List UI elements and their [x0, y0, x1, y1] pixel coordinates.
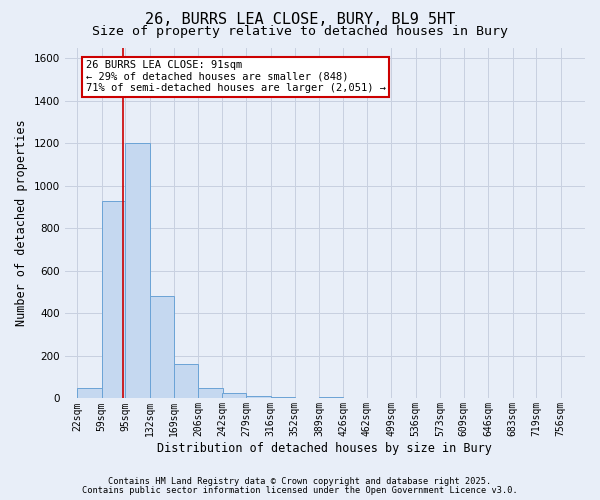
Bar: [125, 143, 149, 399]
Bar: [222, 393, 247, 398]
Text: Size of property relative to detached houses in Bury: Size of property relative to detached ho…: [92, 25, 508, 38]
Bar: [199, 388, 223, 398]
Y-axis label: Number of detached properties: Number of detached properties: [15, 120, 28, 326]
Bar: [247, 396, 271, 398]
Bar: [174, 364, 199, 398]
Text: Contains HM Land Registry data © Crown copyright and database right 2025.: Contains HM Land Registry data © Crown c…: [109, 477, 491, 486]
Text: 26 BURRS LEA CLOSE: 91sqm
← 29% of detached houses are smaller (848)
71% of semi: 26 BURRS LEA CLOSE: 91sqm ← 29% of detac…: [86, 60, 386, 94]
Bar: [149, 296, 174, 398]
X-axis label: Distribution of detached houses by size in Bury: Distribution of detached houses by size …: [157, 442, 492, 455]
Text: 26, BURRS LEA CLOSE, BURY, BL9 5HT: 26, BURRS LEA CLOSE, BURY, BL9 5HT: [145, 12, 455, 28]
Bar: [77, 388, 101, 398]
Text: Contains public sector information licensed under the Open Government Licence v3: Contains public sector information licen…: [82, 486, 518, 495]
Bar: [101, 200, 126, 398]
